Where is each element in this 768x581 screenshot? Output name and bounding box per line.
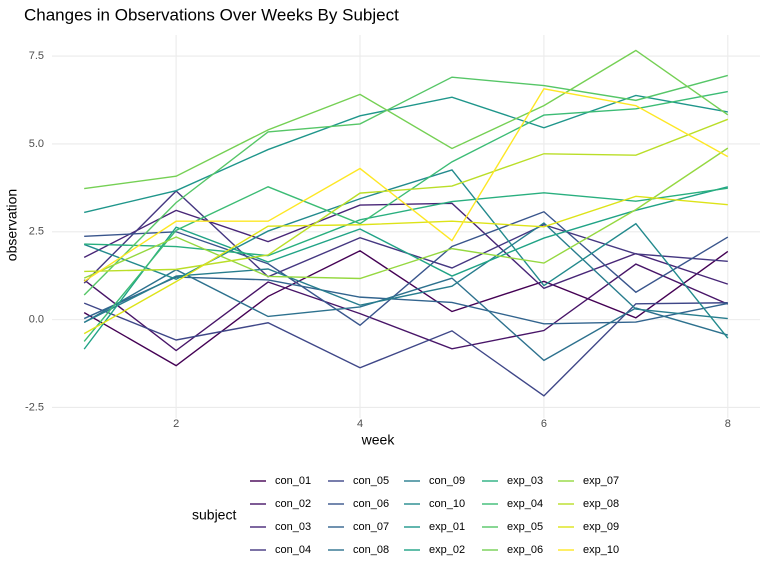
series-line bbox=[84, 94, 728, 214]
legend-label: con_06 bbox=[353, 498, 389, 510]
chart-title: Changes in Observations Over Weeks By Su… bbox=[24, 5, 399, 24]
legend-label: con_01 bbox=[275, 475, 311, 487]
legend-label: exp_08 bbox=[583, 498, 619, 510]
y-tick-label: 0.0 bbox=[29, 314, 44, 326]
legend-label: exp_01 bbox=[429, 521, 465, 533]
series-line bbox=[83, 263, 729, 352]
series-line bbox=[83, 302, 728, 397]
y-axis-label: observation bbox=[4, 189, 20, 261]
series-line bbox=[83, 222, 728, 324]
legend: con_01 con_02 con_03 con_04 con_05 con_06 con_… bbox=[250, 475, 619, 556]
legend-label: con_10 bbox=[429, 498, 465, 510]
series-line bbox=[83, 276, 728, 325]
series-line bbox=[84, 118, 729, 273]
legend-label: exp_10 bbox=[583, 544, 619, 556]
legend-label: exp_02 bbox=[429, 544, 465, 556]
x-tick-label: 2 bbox=[173, 418, 179, 430]
series-line bbox=[84, 49, 729, 190]
series-line bbox=[83, 74, 729, 296]
y-tick-label: 2.5 bbox=[29, 226, 44, 238]
legend-label: con_04 bbox=[275, 544, 311, 556]
series-line bbox=[83, 195, 728, 335]
legend-label: exp_03 bbox=[507, 475, 543, 487]
series-line bbox=[84, 210, 729, 327]
series-line bbox=[83, 87, 729, 282]
series-line bbox=[83, 90, 728, 342]
legend-label: con_07 bbox=[353, 521, 389, 533]
lines bbox=[83, 49, 729, 397]
legend-label: con_02 bbox=[275, 498, 311, 510]
y-tick-label: 7.5 bbox=[29, 50, 44, 62]
y-tick-label: -2.5 bbox=[25, 401, 44, 413]
x-tick-label: 6 bbox=[541, 418, 547, 430]
legend-label: con_09 bbox=[429, 475, 465, 487]
legend-label: con_05 bbox=[353, 475, 389, 487]
series-line bbox=[83, 186, 728, 350]
legend-title: subject bbox=[192, 507, 236, 523]
x-axis-label: week bbox=[361, 432, 396, 448]
legend-label: exp_09 bbox=[583, 521, 619, 533]
legend-label: exp_07 bbox=[583, 475, 619, 487]
x-tick-label: 8 bbox=[725, 418, 731, 430]
series-line bbox=[83, 268, 729, 362]
series-line bbox=[84, 187, 728, 257]
legend-label: exp_04 bbox=[507, 498, 543, 510]
legend-label: con_03 bbox=[275, 521, 311, 533]
legend-label: con_08 bbox=[353, 544, 389, 556]
series-line bbox=[83, 169, 729, 339]
series-line bbox=[83, 147, 729, 280]
y-tick-label: 5.0 bbox=[29, 138, 44, 150]
series-line bbox=[83, 249, 729, 367]
x-tick-label: 4 bbox=[357, 418, 363, 430]
legend-label: exp_05 bbox=[507, 521, 543, 533]
legend-label: exp_06 bbox=[507, 544, 543, 556]
